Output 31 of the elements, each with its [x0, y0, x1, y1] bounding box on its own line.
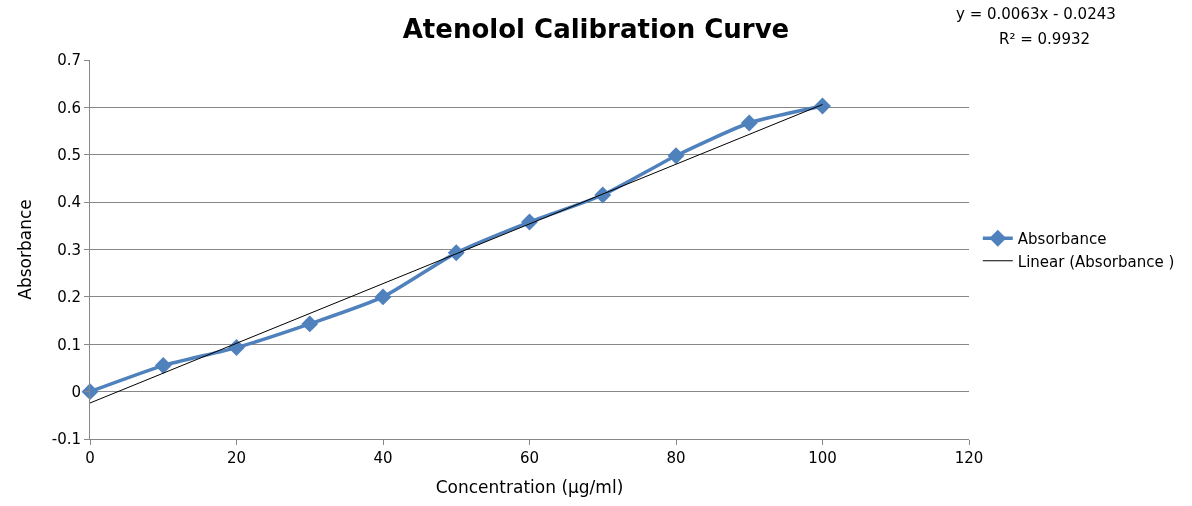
y-tick-label: 0: [71, 382, 81, 401]
legend-label: Absorbance: [1017, 230, 1107, 249]
y-axis-title: Absorbance: [15, 199, 36, 300]
point: [301, 315, 319, 333]
x-tick-label: 20: [226, 449, 247, 467]
x-tick-label: 40: [373, 449, 393, 467]
x-tick-label: 60: [519, 449, 540, 467]
point: [814, 97, 831, 115]
x-tick-label: 0: [85, 449, 95, 467]
y-tick-label: 0.1: [57, 335, 81, 354]
x-axis-title: Concentration (µg/ml): [435, 477, 624, 498]
point: [228, 339, 245, 357]
x-tick-label: 80: [666, 449, 686, 467]
y-tick-label: 0.2: [57, 288, 81, 307]
y-tick-label: -0.1: [51, 430, 81, 449]
point: [81, 383, 99, 401]
x-tick-label: 120: [954, 449, 984, 467]
text: y = 0.0063x - 0.0243: [956, 5, 1116, 23]
y-tick-label: 0.6: [57, 98, 81, 117]
point: [154, 357, 172, 375]
y-tick-label: 0.5: [57, 146, 81, 164]
point: [374, 288, 392, 306]
y-tick-label: 0.3: [57, 240, 81, 259]
legend-label: Linear (Absorbance ): [1017, 252, 1175, 271]
text: R² = 0.9932: [999, 30, 1091, 48]
point: [667, 147, 685, 165]
y-tick-label: 0.4: [57, 193, 81, 212]
y-tick-label: 0.7: [57, 51, 81, 70]
x-tick-label: 100: [808, 449, 837, 467]
point: [740, 114, 758, 132]
chart-title: Atenolol Calibration Curve: [402, 14, 790, 45]
